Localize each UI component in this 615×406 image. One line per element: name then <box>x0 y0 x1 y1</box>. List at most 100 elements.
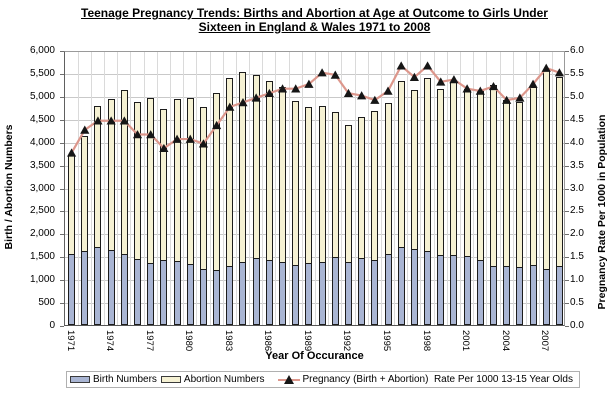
right-tick-mark <box>565 51 569 52</box>
x-tick-label: 2007 <box>539 330 551 352</box>
right-tick-mark <box>565 211 569 213</box>
x-tick-label: 1974 <box>104 330 116 352</box>
rate-marker-icon <box>291 84 301 93</box>
bar-abortion-2005 <box>516 101 524 268</box>
v-gridline <box>77 52 79 325</box>
bar-abortion-1996 <box>397 80 405 249</box>
v-gridline <box>433 52 435 325</box>
right-tick-mark <box>565 96 569 98</box>
bar-abortion-1974 <box>107 98 115 252</box>
v-gridline <box>446 52 448 325</box>
bar-abortion-1999 <box>437 88 445 256</box>
h-gridline <box>65 119 564 121</box>
h-gridline <box>65 211 564 213</box>
v-gridline <box>156 52 158 325</box>
rate-marker-icon <box>198 139 209 148</box>
v-gridline <box>525 52 527 325</box>
rate-marker-icon <box>225 102 235 111</box>
right-tick-label: 1.5 <box>570 251 584 263</box>
left-tick-mark <box>60 326 64 327</box>
rate-marker-icon <box>502 95 512 104</box>
v-gridline <box>499 52 501 325</box>
v-gridline <box>341 52 343 325</box>
rate-marker-icon <box>449 75 459 84</box>
right-tick-label: 4.5 <box>570 113 584 125</box>
left-tick-mark <box>60 96 64 98</box>
bar-abortion-1980 <box>186 97 194 266</box>
rate-marker-icon <box>106 116 116 125</box>
h-gridline <box>65 165 564 167</box>
right-tick-mark <box>565 303 569 305</box>
bar-abortion-1978 <box>160 108 168 261</box>
x-tick-label: 2001 <box>460 330 472 352</box>
h-gridline <box>65 280 564 282</box>
right-tick-label: 0.5 <box>570 297 584 309</box>
left-tick-mark <box>60 73 64 75</box>
right-tick-label: 3.0 <box>570 182 584 194</box>
bar-abortion-1984 <box>239 72 247 263</box>
rate-line <box>70 64 560 154</box>
rate-marker-icon <box>409 72 419 82</box>
legend-rate-label: Pregnancy (Birth + Abortion) Rate Per 10… <box>302 374 573 385</box>
left-tick-label: 6,000 <box>29 45 55 56</box>
left-tick-label: 5,000 <box>29 90 55 102</box>
v-gridline <box>552 52 554 325</box>
x-tick-label: 1980 <box>183 330 195 352</box>
h-gridline <box>65 257 564 259</box>
rate-marker-icon <box>66 148 77 157</box>
v-gridline <box>420 52 422 325</box>
rate-marker-icon <box>330 70 340 79</box>
v-gridline <box>288 52 290 325</box>
rate-marker-icon <box>488 81 499 91</box>
bar-abortion-1988 <box>292 100 300 266</box>
v-gridline <box>209 52 211 325</box>
right-tick-label: 1.0 <box>570 274 584 286</box>
left-tick-mark <box>60 303 64 305</box>
v-gridline <box>407 52 409 325</box>
v-gridline <box>196 52 198 325</box>
bar-abortion-2008 <box>555 77 563 267</box>
left-tick-label: 2,500 <box>29 205 55 217</box>
abortion-swatch-icon <box>160 376 181 383</box>
v-gridline <box>380 52 382 325</box>
rate-marker-icon <box>277 84 288 93</box>
bar-abortion-1981 <box>199 106 207 270</box>
legend-item-abortions: Abortion Numbers <box>160 374 265 385</box>
h-gridline <box>65 96 564 98</box>
v-gridline <box>512 52 514 325</box>
plot-area <box>64 51 565 326</box>
left-tick-label: 5,500 <box>29 67 55 79</box>
left-tick-label: 500 <box>38 297 55 309</box>
left-tick-label: 3,000 <box>29 182 55 194</box>
x-tick-label: 2004 <box>499 330 511 352</box>
x-axis-title: Year Of Occurance <box>265 350 364 362</box>
bar-abortion-1982 <box>213 93 221 271</box>
birth-swatch-icon <box>70 376 90 383</box>
right-tick-label: 3.5 <box>570 159 584 171</box>
v-gridline <box>117 52 119 325</box>
left-tick-label: 2,000 <box>29 228 55 240</box>
rate-marker-icon <box>159 143 169 153</box>
legend: Birth Numbers Abortion Numbers Pregnancy… <box>66 371 580 388</box>
h-gridline <box>65 142 564 144</box>
rate-marker-icon <box>383 86 393 95</box>
right-tick-label: 6.0 <box>570 45 584 56</box>
v-gridline <box>235 52 237 325</box>
right-tick-mark <box>565 257 569 259</box>
x-tick-label: 1995 <box>381 330 392 352</box>
rate-marker-icon <box>515 93 525 102</box>
legend-item-births: Birth Numbers <box>70 374 157 385</box>
v-gridline <box>301 52 303 325</box>
h-gridline <box>65 234 564 236</box>
right-tick-label: 2.0 <box>570 228 584 240</box>
x-tick-label: 1998 <box>420 330 432 352</box>
rate-marker-icon <box>422 61 433 70</box>
rate-marker-icon <box>317 68 327 77</box>
rate-marker-icon <box>172 134 182 143</box>
v-gridline <box>249 52 251 325</box>
v-gridline <box>394 52 396 325</box>
left-tick-mark <box>60 211 64 213</box>
chart-title: Teenage Pregnancy Trends: Births and Abo… <box>64 6 565 34</box>
rate-marker-icon <box>93 116 103 125</box>
chart-title-line2: Sixteen in England & Wales 1971 to 2008 <box>198 19 431 34</box>
